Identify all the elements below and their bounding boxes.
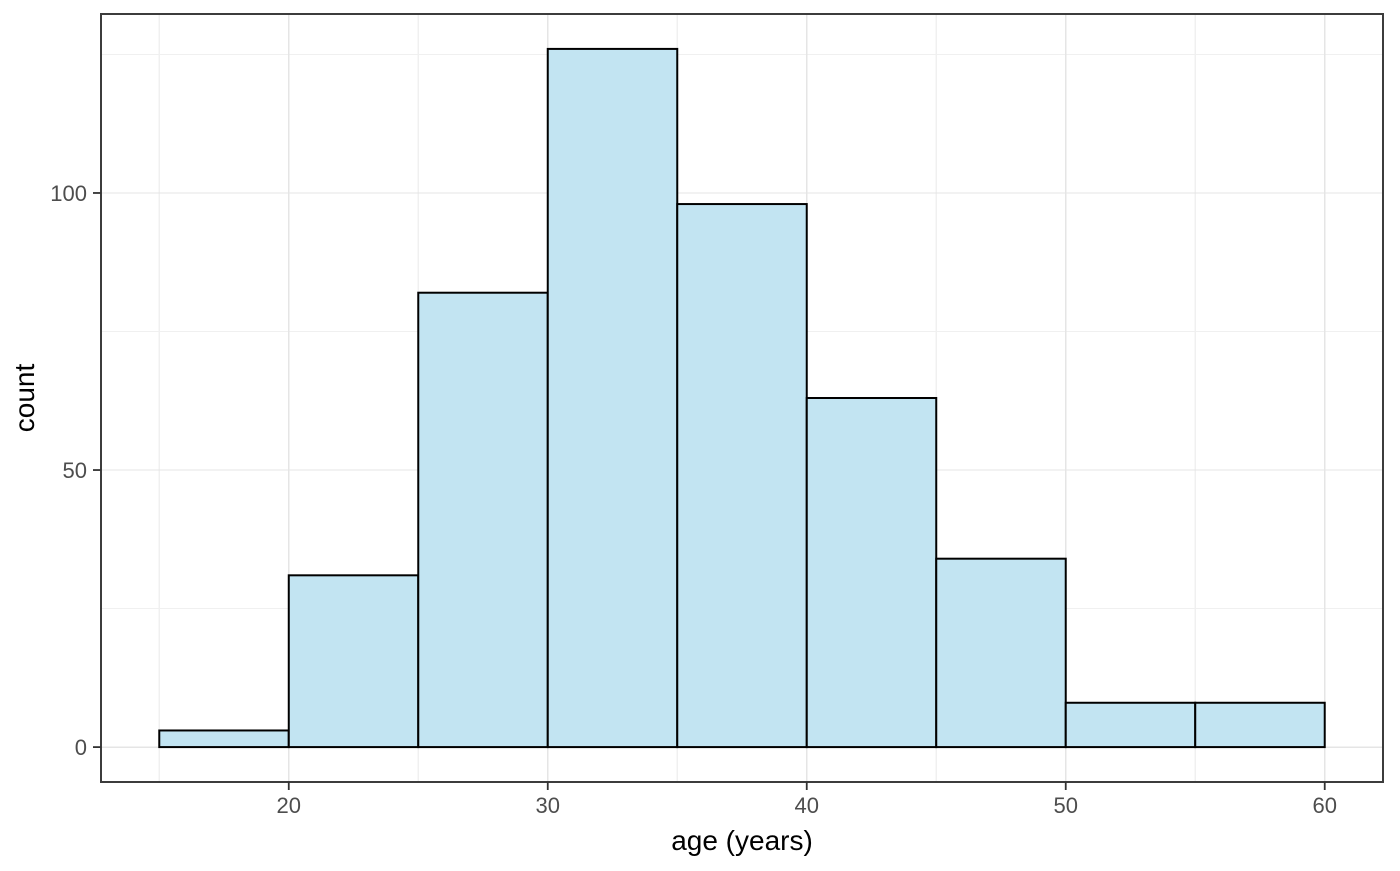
x-tick-label: 40 [795,793,819,818]
x-axis-title: age (years) [671,825,813,856]
histogram-bar [805,397,938,749]
histogram-bar [676,203,808,749]
y-axis-title: count [9,364,40,433]
histogram-bar [546,47,679,749]
panel-border [100,13,1384,783]
x-tick-label: 50 [1053,793,1077,818]
x-tick-label: 60 [1312,793,1336,818]
panel-border-rect [100,13,1384,783]
histogram-bar [1194,701,1326,749]
histogram-bars [158,47,1326,749]
y-tick-label: 0 [75,735,87,760]
histogram-bar [158,729,290,749]
x-tick-label: 20 [277,793,301,818]
histogram-bar [935,557,1067,749]
histogram-bar [1064,701,1197,749]
y-tick-label: 100 [50,181,87,206]
x-tick-label: 30 [536,793,560,818]
y-tick-label: 50 [63,458,87,483]
histogram-bar [287,574,420,749]
axis-tick-labels: 20 30 40 50 60 0 50 100 [50,181,1337,818]
histogram-bar [417,291,549,749]
axis-tick-marks [93,192,1326,790]
